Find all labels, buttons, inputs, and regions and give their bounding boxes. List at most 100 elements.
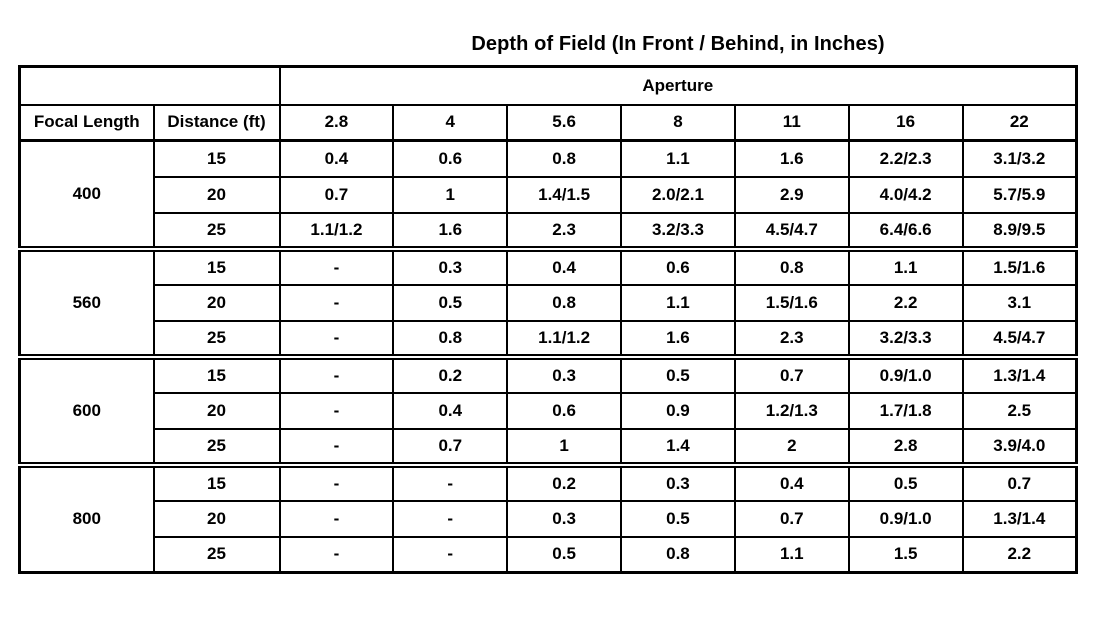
distance-cell: 25 (152, 535, 281, 574)
dof-value-cell: 0.3 (620, 463, 736, 502)
dof-value-cell: 0.3 (392, 247, 509, 286)
dof-value-cell: - (278, 499, 395, 538)
blank-cell (18, 65, 281, 106)
dof-value-cell: 0.5 (847, 463, 964, 502)
column-header-row: Focal Length Distance (ft) 2.8 4 5.6 8 1… (18, 103, 1078, 142)
dof-value-cell: 0.7 (733, 499, 850, 538)
dof-value-cell: 1.5 (847, 535, 964, 574)
dof-value-cell: 1.1 (620, 139, 736, 178)
dof-value-cell: 1.6 (733, 139, 850, 178)
table-row: 20 - 0.4 0.6 0.9 1.2/1.3 1.7/1.8 2.5 (20, 391, 1078, 430)
dof-value-cell: 2.2/2.3 (847, 139, 964, 178)
dof-value-cell: 0.8 (620, 535, 736, 574)
table-row: 25 - - 0.5 0.8 1.1 1.5 2.2 (20, 535, 1078, 574)
dof-value-cell: 1.5/1.6 (961, 247, 1078, 286)
dof-value-cell: 0.9 (620, 391, 736, 430)
dof-value-cell: 1.2/1.3 (733, 391, 850, 430)
table-row: 800 15 - - 0.2 0.3 0.4 0.5 0.7 (18, 463, 1078, 574)
dof-value-cell: 1.1 (733, 535, 850, 574)
dof-value-cell: 0.9/1.0 (847, 355, 964, 394)
distance-cell: 25 (152, 319, 281, 360)
dof-value-cell: 4.5/4.7 (733, 211, 850, 252)
dof-value-cell: 0.5 (620, 499, 736, 538)
table-row: 25 - 0.7 1 1.4 2 2.8 3.9/4.0 (20, 427, 1078, 468)
dof-value-cell: 0.3 (506, 499, 623, 538)
dof-value-cell: 1.7/1.8 (847, 391, 964, 430)
dof-value-cell: 0.7 (733, 355, 850, 394)
dof-value-cell: 2.2 (961, 535, 1078, 574)
distance-cell: 15 (152, 247, 281, 286)
dof-value-cell: 0.5 (392, 283, 509, 322)
distance-cell: 25 (152, 211, 281, 252)
dof-value-cell: 1.3/1.4 (961, 355, 1078, 394)
distance-header: Distance (ft) (152, 103, 281, 142)
dof-value-cell: 0.6 (392, 139, 509, 178)
dof-value-cell: 2.3 (506, 211, 623, 252)
depth-of-field-table: Aperture Focal Length Distance (ft) 2.8 … (18, 65, 1078, 574)
dof-value-cell: 2.2 (847, 283, 964, 322)
dof-value-cell: 2.0/2.1 (620, 175, 736, 214)
focal-length-cell: 600 (18, 355, 155, 468)
dof-value-cell: 1.3/1.4 (961, 499, 1078, 538)
dof-value-cell: 1 (506, 427, 623, 468)
aperture-col-header: 4 (392, 103, 509, 142)
dof-value-cell: 5.7/5.9 (961, 175, 1078, 214)
distance-cell: 15 (152, 139, 281, 178)
aperture-col-header: 22 (961, 103, 1078, 142)
table-row: 560 15 - 0.3 0.4 0.6 0.8 1.1 1.5/1.6 (18, 247, 1078, 360)
dof-value-cell: - (278, 247, 395, 286)
table-row: 20 - - 0.3 0.5 0.7 0.9/1.0 1.3/1.4 (20, 499, 1078, 538)
aperture-group-row: Aperture (18, 65, 1078, 106)
table-row: 20 - 0.5 0.8 1.1 1.5/1.6 2.2 3.1 (20, 283, 1078, 322)
table-row: 20 0.7 1 1.4/1.5 2.0/2.1 2.9 4.0/4.2 5.7… (20, 175, 1078, 214)
dof-value-cell: 1.4 (620, 427, 736, 468)
aperture-col-header: 11 (733, 103, 850, 142)
dof-value-cell: 4.0/4.2 (847, 175, 964, 214)
dof-value-cell: 1.4/1.5 (506, 175, 623, 214)
dof-value-cell: 0.4 (392, 391, 509, 430)
dof-value-cell: 0.2 (506, 463, 623, 502)
distance-cell: 20 (152, 283, 281, 322)
dof-value-cell: 2.5 (961, 391, 1078, 430)
dof-value-cell: 1.5/1.6 (733, 283, 850, 322)
dof-value-cell: - (278, 355, 395, 394)
dof-value-cell: 0.9/1.0 (847, 499, 964, 538)
dof-value-cell: 2.3 (733, 319, 850, 360)
dof-value-cell: - (278, 463, 395, 502)
dof-value-cell: 2.8 (847, 427, 964, 468)
dof-value-cell: 0.8 (506, 139, 623, 178)
dof-value-cell: 0.7 (278, 175, 395, 214)
table-row: 25 - 0.8 1.1/1.2 1.6 2.3 3.2/3.3 4.5/4.7 (20, 319, 1078, 360)
dof-value-cell: 1 (392, 175, 509, 214)
dof-value-cell: - (278, 283, 395, 322)
distance-cell: 20 (152, 175, 281, 214)
dof-value-cell: - (392, 535, 509, 574)
dof-value-cell: 1.1 (620, 283, 736, 322)
dof-value-cell: - (278, 391, 395, 430)
distance-cell: 20 (152, 391, 281, 430)
dof-value-cell: 0.4 (278, 139, 395, 178)
dof-value-cell: 8.9/9.5 (961, 211, 1078, 252)
dof-value-cell: 2 (733, 427, 850, 468)
distance-cell: 15 (152, 463, 281, 502)
table-row: 400 15 0.4 0.6 0.8 1.1 1.6 2.2/2.3 3.1/3… (18, 139, 1078, 252)
dof-value-cell: 3.2/3.3 (847, 319, 964, 360)
dof-value-cell: 0.5 (506, 535, 623, 574)
dof-value-cell: 0.6 (620, 247, 736, 286)
focal-length-cell: 800 (18, 463, 155, 574)
dof-value-cell: 0.7 (392, 427, 509, 468)
distance-cell: 25 (152, 427, 281, 468)
dof-value-cell: - (278, 427, 395, 468)
dof-value-cell: 1.1/1.2 (506, 319, 623, 360)
dof-value-cell: 0.6 (506, 391, 623, 430)
dof-value-cell: 3.2/3.3 (620, 211, 736, 252)
dof-value-cell: 0.4 (733, 463, 850, 502)
table-title: Depth of Field (In Front / Behind, in In… (471, 33, 885, 55)
dof-value-cell: 0.5 (620, 355, 736, 394)
dof-value-cell: - (392, 499, 509, 538)
table-row: 25 1.1/1.2 1.6 2.3 3.2/3.3 4.5/4.7 6.4/6… (20, 211, 1078, 252)
aperture-col-header: 8 (620, 103, 736, 142)
dof-value-cell: 3.1/3.2 (961, 139, 1078, 178)
dof-value-cell: 4.5/4.7 (961, 319, 1078, 360)
